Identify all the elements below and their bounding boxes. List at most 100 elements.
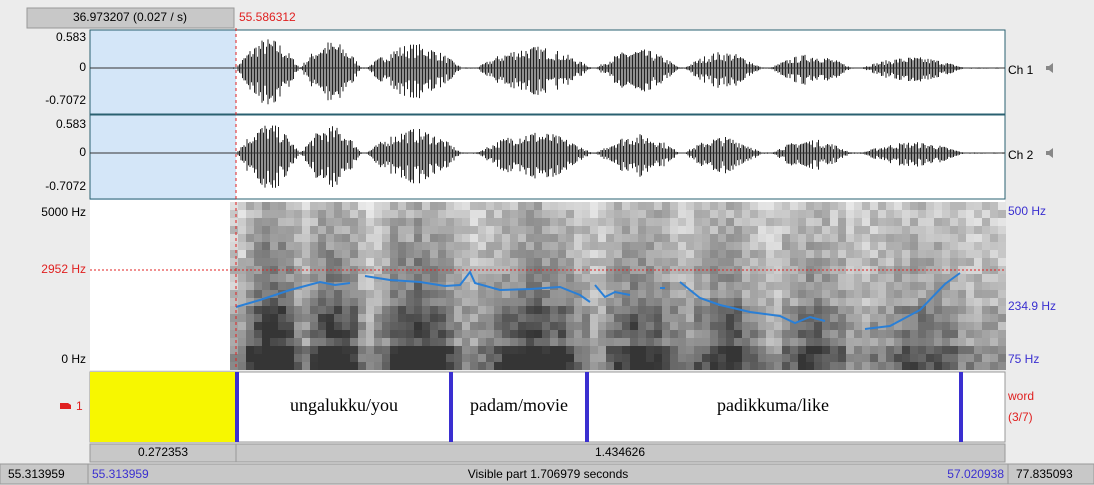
spectrogram-cell: [374, 250, 382, 258]
spectrogram-cell: [774, 346, 782, 354]
spectrogram-cell: [558, 338, 566, 346]
spectrogram-cell: [518, 362, 526, 370]
spectrogram-cell: [990, 330, 998, 338]
spectrogram-cell: [942, 226, 950, 234]
spectrogram-cell: [966, 210, 974, 218]
spectrogram-cell: [526, 338, 534, 346]
spectrogram-cell: [894, 210, 902, 218]
spectrogram-cell: [622, 362, 630, 370]
spectrogram-cell: [998, 218, 1006, 226]
spectrogram-cell: [686, 362, 694, 370]
spectrogram-cell: [646, 354, 654, 362]
spectrogram-cell: [262, 322, 270, 330]
spectrogram-cell: [286, 202, 294, 210]
spectrogram-cell: [550, 330, 558, 338]
spectrogram-cell: [470, 226, 478, 234]
interval-label[interactable]: padikkuma/like: [717, 395, 829, 415]
spectrogram-cell: [726, 258, 734, 266]
spectrogram-cell: [590, 306, 598, 314]
spectrogram-cell: [910, 274, 918, 282]
spectrogram-cell: [878, 338, 886, 346]
spectrogram-cell: [230, 226, 238, 234]
spectrogram-cell: [878, 234, 886, 242]
spectrogram-cell: [430, 314, 438, 322]
spectrogram-cell: [838, 338, 846, 346]
spectrogram-cell: [558, 322, 566, 330]
spectrogram-cell: [966, 314, 974, 322]
spectrogram-cell: [662, 234, 670, 242]
spectrogram-cell: [750, 298, 758, 306]
spectrogram-cell: [510, 234, 518, 242]
spectrogram-cell: [334, 202, 342, 210]
spectrogram-cell: [606, 274, 614, 282]
spectrogram-cell: [278, 282, 286, 290]
spectrogram-cell: [606, 234, 614, 242]
spectrogram-cell: [302, 218, 310, 226]
spectrogram-cell: [454, 234, 462, 242]
spectrogram-cell: [518, 274, 526, 282]
spectrogram-cell: [614, 218, 622, 226]
spectrogram-cell: [966, 282, 974, 290]
spectrogram-cell: [598, 202, 606, 210]
spectrogram-cell: [502, 290, 510, 298]
spectrogram-cell: [878, 346, 886, 354]
spectrogram-cell: [670, 234, 678, 242]
spectrogram-cell: [654, 354, 662, 362]
spectrogram-cell: [590, 338, 598, 346]
spectrogram-cell: [654, 306, 662, 314]
spectrogram-cell: [910, 362, 918, 370]
spectrogram-cell: [838, 234, 846, 242]
spectrogram-cell: [814, 242, 822, 250]
spectrogram-cell: [350, 218, 358, 226]
spectrogram-cell: [230, 274, 238, 282]
spectrogram-cell: [918, 250, 926, 258]
spectrogram-cell: [318, 330, 326, 338]
spectrogram-cell: [726, 226, 734, 234]
spectrogram-cell: [358, 290, 366, 298]
spectrogram-cell: [982, 274, 990, 282]
interval-label[interactable]: ungalukku/you: [290, 395, 398, 415]
spectrogram-cell: [390, 322, 398, 330]
spectrogram-cell: [334, 346, 342, 354]
spectrogram-cell: [438, 346, 446, 354]
spectrogram-cell: [878, 258, 886, 266]
spectrogram-cell: [622, 218, 630, 226]
spectrogram-cell: [726, 202, 734, 210]
spectrogram-cell: [270, 234, 278, 242]
spectrogram-cell: [582, 226, 590, 234]
spectrogram-cell: [654, 322, 662, 330]
spectrogram-cell: [558, 314, 566, 322]
spectrogram-cell: [950, 258, 958, 266]
spectrogram-cell: [910, 258, 918, 266]
selected-interval[interactable]: [90, 372, 236, 442]
spectrogram-cell: [526, 258, 534, 266]
spectrogram-cell: [302, 242, 310, 250]
spectrogram-cell: [718, 314, 726, 322]
spectrogram-cell: [710, 338, 718, 346]
spectrogram-cell: [886, 338, 894, 346]
channel-name: Ch 1: [1008, 63, 1034, 77]
interval-label[interactable]: padam/movie: [470, 395, 568, 415]
spectrogram-cell: [438, 314, 446, 322]
spectrogram-cell: [806, 298, 814, 306]
spectrogram-cell: [630, 202, 638, 210]
spectrogram-cell: [470, 242, 478, 250]
spectrogram-cell: [838, 314, 846, 322]
spectrogram-cell: [606, 250, 614, 258]
spectrogram-cell: [366, 354, 374, 362]
spectrogram-cell: [542, 218, 550, 226]
spectrogram-cell: [358, 282, 366, 290]
spectrogram-cell: [478, 290, 486, 298]
spectrogram-cell: [622, 338, 630, 346]
spectrogram-cell: [246, 306, 254, 314]
spectrogram-cell: [302, 258, 310, 266]
spectrogram-cell: [454, 202, 462, 210]
spectrogram-cell: [422, 362, 430, 370]
spectrogram-cell: [998, 242, 1006, 250]
spectrogram-cell: [902, 290, 910, 298]
spectrogram-cell: [910, 330, 918, 338]
spectrogram-cell: [750, 354, 758, 362]
spectrogram-cell: [814, 226, 822, 234]
visible-start: 55.313959: [92, 467, 149, 481]
spectrogram-cell: [822, 242, 830, 250]
